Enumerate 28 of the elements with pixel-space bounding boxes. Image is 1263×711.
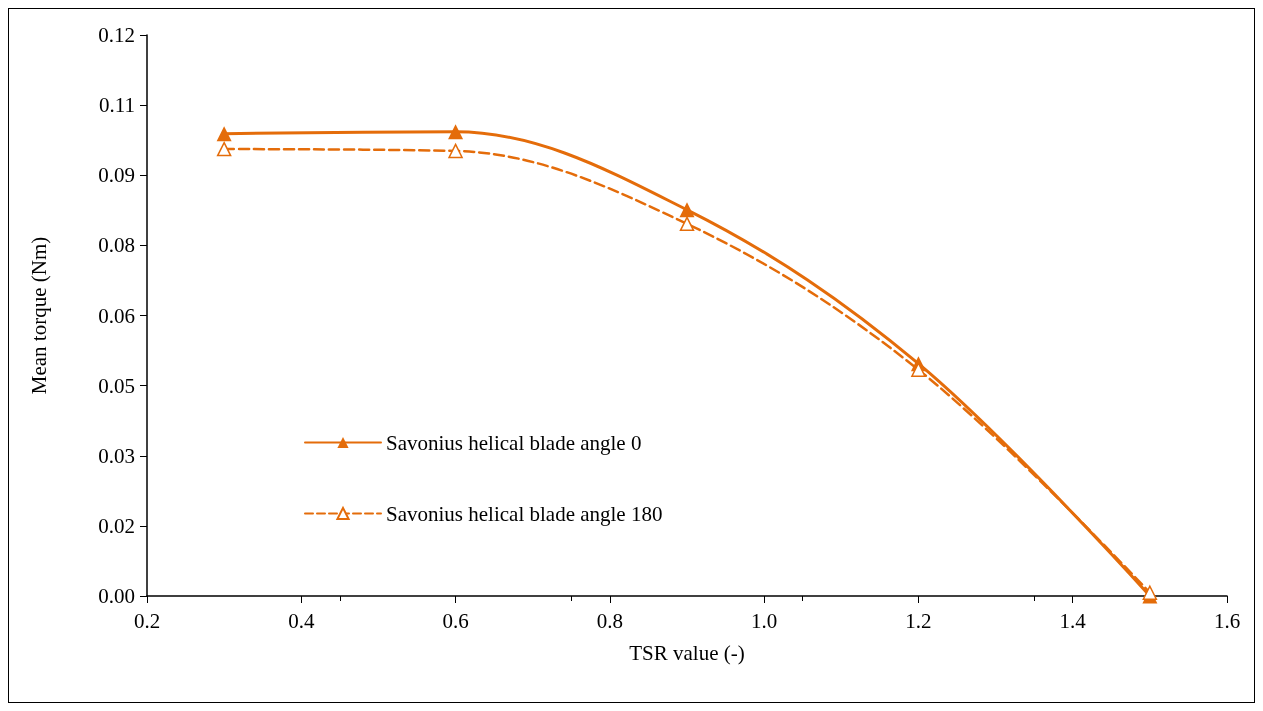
x-tick-label: 0.4 <box>288 608 315 633</box>
point <box>216 141 232 157</box>
y-tick-label: 0.09 <box>98 163 135 188</box>
y-tick-label: 0.08 <box>98 233 135 258</box>
point <box>1142 585 1158 600</box>
point <box>448 124 464 140</box>
x-tick-label: 0.8 <box>596 608 623 633</box>
y-tick-label: 0.05 <box>98 373 135 398</box>
x-tick-label: 1.2 <box>905 608 932 633</box>
legend-label: Savonius helical blade angle 0 <box>386 430 642 455</box>
y-tick-label: 0.12 <box>98 23 135 47</box>
y-tick-label: 0.02 <box>98 513 135 538</box>
x-tick-label: 1.0 <box>751 608 778 633</box>
point <box>216 126 232 142</box>
y-axis-title: Mean torque (Nm) <box>26 236 51 395</box>
legend-label: Savonius helical blade angle 180 <box>386 501 663 526</box>
point <box>679 202 695 218</box>
x-axis-title: TSR value (-) <box>629 640 745 665</box>
x-tick-label: 0.6 <box>442 608 469 633</box>
y-tick-label: 0.00 <box>98 584 135 608</box>
x-tick-label: 0.2 <box>133 608 161 633</box>
point <box>448 143 463 159</box>
x-tick-label: 1.6 <box>1213 608 1241 633</box>
y-tick-label: 0.11 <box>99 93 135 118</box>
y-tick-label: 0.03 <box>98 443 135 468</box>
point <box>679 216 695 232</box>
x-tick-label: 1.4 <box>1059 608 1087 633</box>
y-tick-label: 0.06 <box>98 303 135 328</box>
